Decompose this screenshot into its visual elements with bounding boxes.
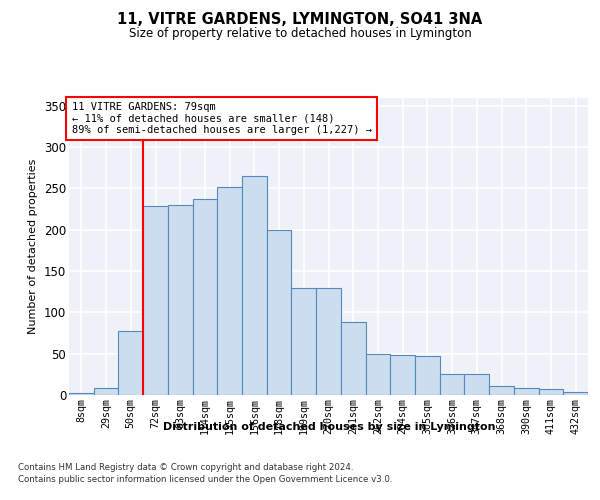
Text: 11, VITRE GARDENS, LYMINGTON, SO41 3NA: 11, VITRE GARDENS, LYMINGTON, SO41 3NA xyxy=(118,12,482,28)
Bar xyxy=(316,288,341,395)
Text: Contains public sector information licensed under the Open Government Licence v3: Contains public sector information licen… xyxy=(18,475,392,484)
Bar xyxy=(193,199,217,395)
Bar xyxy=(365,354,390,395)
Bar xyxy=(69,394,94,395)
Bar xyxy=(267,230,292,395)
Bar xyxy=(217,186,242,395)
Bar xyxy=(292,288,316,395)
Bar xyxy=(539,389,563,395)
Bar xyxy=(390,356,415,395)
Text: 11 VITRE GARDENS: 79sqm
← 11% of detached houses are smaller (148)
89% of semi-d: 11 VITRE GARDENS: 79sqm ← 11% of detache… xyxy=(71,102,371,135)
Text: Distribution of detached houses by size in Lymington: Distribution of detached houses by size … xyxy=(163,422,495,432)
Bar xyxy=(118,332,143,395)
Bar xyxy=(242,176,267,395)
Text: Contains HM Land Registry data © Crown copyright and database right 2024.: Contains HM Land Registry data © Crown c… xyxy=(18,462,353,471)
Bar xyxy=(514,388,539,395)
Bar xyxy=(415,356,440,395)
Bar xyxy=(143,206,168,395)
Bar xyxy=(341,322,365,395)
Bar xyxy=(94,388,118,395)
Bar xyxy=(563,392,588,395)
Text: Size of property relative to detached houses in Lymington: Size of property relative to detached ho… xyxy=(128,28,472,40)
Bar xyxy=(440,374,464,395)
Bar xyxy=(489,386,514,395)
Bar xyxy=(464,374,489,395)
Y-axis label: Number of detached properties: Number of detached properties xyxy=(28,158,38,334)
Bar xyxy=(168,205,193,395)
